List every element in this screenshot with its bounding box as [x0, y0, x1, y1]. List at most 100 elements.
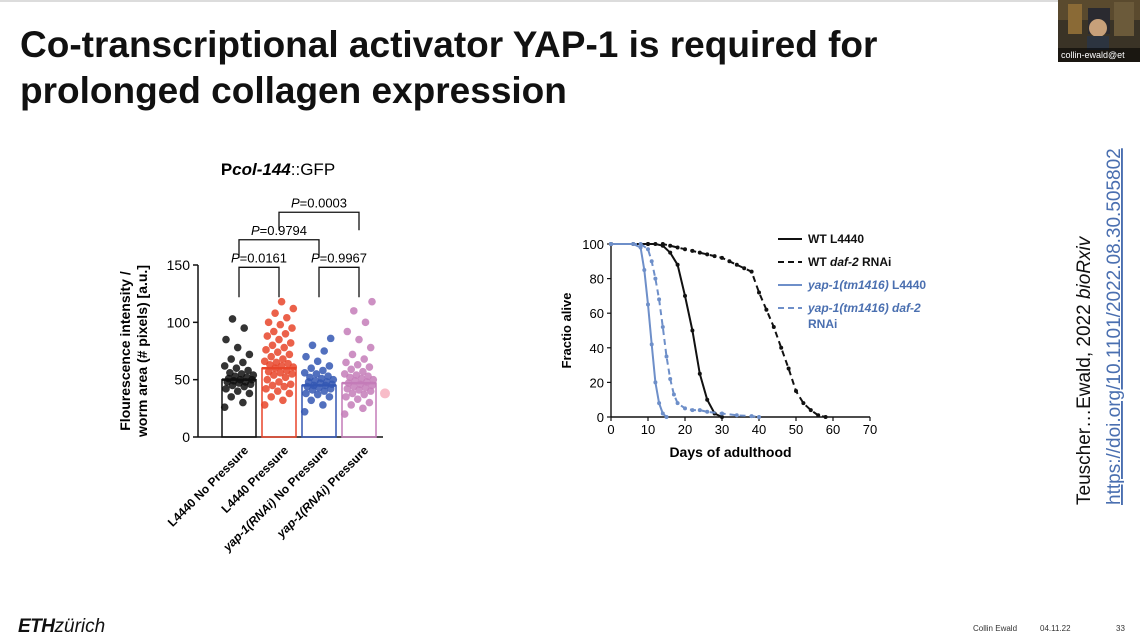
chart2-x-tick-label: 50: [789, 422, 803, 437]
chart1-comparison-value: =0.9794: [260, 223, 307, 238]
chart1-point: [360, 355, 369, 363]
chart1-point: [237, 370, 246, 378]
chart2-series-point: [668, 250, 673, 255]
chart2-legend-italic: yap-1(tm1416) daf-2: [807, 301, 921, 315]
chart1-title: Pcol-144::GFP: [221, 160, 335, 179]
chart2-series-point: [649, 259, 654, 264]
chart2-series-point: [664, 415, 669, 419]
chart1-point: [313, 357, 322, 366]
chart1-point: [366, 343, 375, 352]
chart1-point: [289, 304, 298, 313]
chart2-ylabel: Fractio alive: [559, 293, 574, 369]
chart2-x-tick-label: 40: [752, 422, 766, 437]
chart1-ylabel-line1: Flourescence intensity /: [117, 271, 133, 431]
chart1-point: [283, 313, 291, 322]
chart1-point: [364, 372, 372, 381]
chart1-point: [227, 393, 235, 401]
chart1-point: [226, 368, 234, 377]
chart1-comparison-bracket: [278, 211, 360, 231]
chart1-title-italic: col-144: [232, 160, 291, 179]
chart2-legend-italic: daf-2: [830, 255, 859, 269]
chart1-ylabel-group: Flourescence intensity / worm area (# pix…: [117, 265, 150, 438]
chart1-point: [245, 389, 254, 398]
chart1-comparison-label: P=0.9794: [251, 223, 307, 238]
chart2-series-point: [786, 366, 791, 371]
chart2-series-point: [660, 242, 665, 246]
chart2-series-point: [697, 250, 702, 255]
chart1-point: [268, 341, 277, 350]
chart2-series-point: [683, 247, 687, 252]
chart2-legend-label: WT daf-2 RNAi: [808, 255, 891, 269]
chart2-series-point: [705, 397, 710, 402]
chart1-point: [312, 370, 321, 378]
chart1-point: [347, 365, 355, 374]
chart1-point: [227, 355, 235, 363]
chart1-point: [222, 385, 230, 393]
chart2-series-point: [757, 415, 761, 419]
chart1-point: [233, 387, 242, 395]
chart1-comparison-bracket: [238, 266, 280, 298]
chart1-point: [340, 410, 349, 418]
chart1-point: [233, 343, 242, 352]
chart2-legend-rest: RNAi: [808, 317, 837, 331]
chart1-point: [320, 347, 328, 355]
chart2-series-point: [671, 392, 676, 397]
chart1-point: [342, 358, 350, 367]
doi-link[interactable]: https://doi.org/10.1101/2022.08.30.50580…: [1104, 148, 1125, 505]
chart1-point: [220, 362, 229, 370]
chart2-y-tick-label: 0: [597, 410, 604, 425]
chart1-point: [284, 359, 292, 368]
chart2-series-point: [779, 345, 784, 350]
chart2-series-point: [801, 401, 806, 406]
chart2-ylabel-group: Fractio alive: [559, 293, 574, 369]
chart2-legend-plain: WT: [808, 255, 830, 269]
chart1-comparison-label: P=0.9967: [311, 250, 367, 265]
presenter-video-thumbnail[interactable]: collin-ewald@et: [1058, 0, 1140, 62]
chart1-point: [268, 381, 277, 390]
citation-authors: Teuscher…Ewald, 2022: [1074, 304, 1095, 505]
chart1-point: [279, 355, 287, 363]
chart2-series-point: [764, 307, 769, 312]
chart1-point: [232, 364, 241, 372]
chart1-point: [267, 352, 275, 361]
chart1-point: [308, 341, 317, 350]
chart2-y-tick-label: 20: [590, 375, 604, 390]
chart2-series-point: [675, 401, 680, 406]
chart1-point: [273, 348, 282, 356]
chart1-point: [313, 390, 322, 399]
top-border: [0, 0, 1140, 2]
chart1-point: [286, 380, 295, 389]
chart1-comparison-value: =0.9967: [320, 250, 367, 265]
chart1-point: [267, 393, 275, 401]
chart1-point: [324, 372, 332, 381]
chart1-point: [270, 327, 278, 336]
chart2-legend-label: yap-1(tm1416) daf-2: [807, 301, 921, 315]
chart2-series-point: [660, 411, 665, 416]
citation: Teuscher…Ewald, 2022 bioRxiv https://doi…: [1074, 148, 1125, 505]
chart1-point: [262, 346, 270, 354]
chart2-series-point: [734, 413, 739, 418]
chart2-series-point: [742, 266, 747, 271]
chart2-legend-label: WT L4440: [808, 232, 864, 246]
survival-chart: 0 20 40 60 80 100 0 10 20 30 40 50 60 70 Days of adult…: [559, 232, 926, 460]
chart1-point: [220, 403, 229, 411]
chart1-point: [262, 385, 270, 393]
chart2-series-point: [705, 252, 710, 257]
chart2-series-point: [697, 371, 702, 376]
chart2-y-tick-label: 60: [590, 306, 604, 321]
chart1-point: [277, 297, 286, 306]
presenter-name-label: collin-ewald@et: [1058, 48, 1140, 62]
chart2-series-point: [638, 242, 643, 246]
footer-page-number: 33: [1116, 624, 1125, 633]
chart2-series-point: [660, 325, 665, 330]
chart1-point: [285, 389, 294, 398]
chart1-point: [244, 366, 252, 375]
chart2-x-tick-label: 10: [641, 422, 655, 437]
chart2-series-point: [749, 269, 754, 274]
chart1-point: [325, 393, 334, 401]
chart2-x-tick-label: 30: [715, 422, 729, 437]
chart1-comparison-p: P: [231, 250, 240, 265]
chart1-point: [342, 393, 350, 401]
chart1-point: [343, 385, 352, 393]
